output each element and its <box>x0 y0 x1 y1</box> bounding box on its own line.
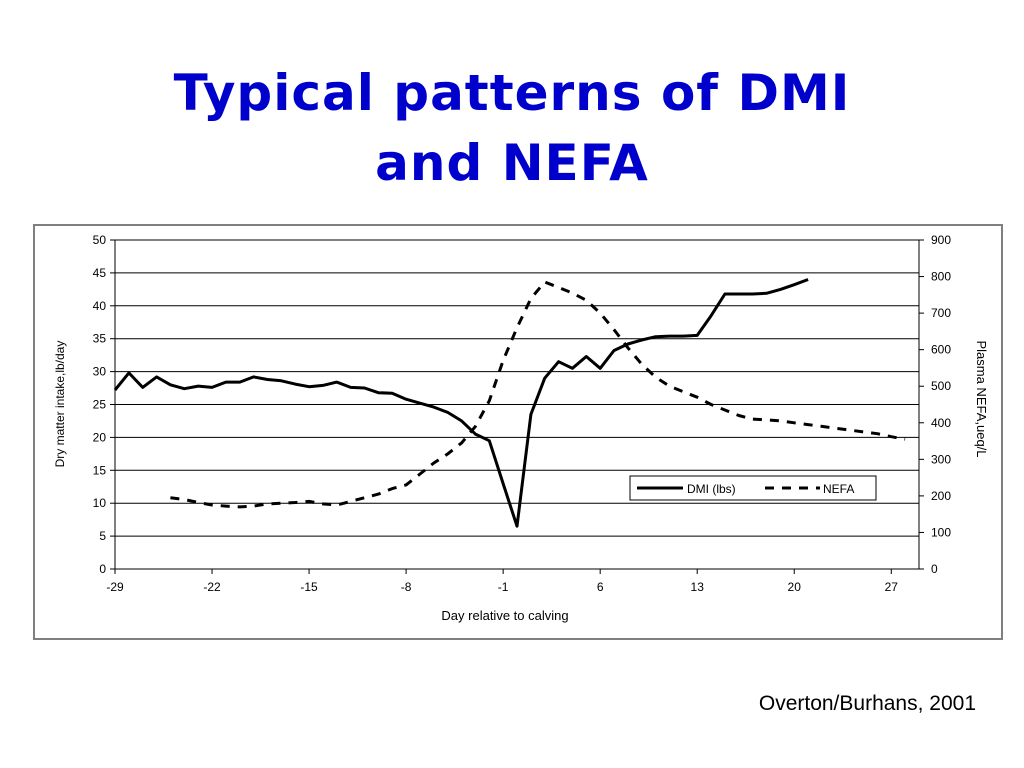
nefa-series-line <box>170 280 906 509</box>
y-tick-label: 50 <box>93 233 107 247</box>
y-tick-label: 5 <box>99 529 106 543</box>
y2-tick-label: 100 <box>931 525 951 539</box>
x-tick-label: -8 <box>401 580 412 594</box>
y2-tick-label: 600 <box>931 343 951 357</box>
legend-nefa-label: NEFA <box>823 482 854 496</box>
x-axis-label: Day relative to calving <box>441 608 568 623</box>
x-tick-label: 20 <box>788 580 802 594</box>
y2-tick-label: 400 <box>931 416 951 430</box>
x-tick-label: -29 <box>106 580 124 594</box>
y2-tick-label: 200 <box>931 489 951 503</box>
dmi-nefa-chart: 0510152025303540455001002003004005006007… <box>53 233 989 623</box>
chart-frame: 0 5 10 15 20 25 30 35 40 45 50 0 100 200 300 400 500 600 7… <box>33 224 1003 640</box>
legend-dmi-label: DMI (lbs) <box>687 482 736 496</box>
y-tick-label: 15 <box>93 463 107 477</box>
y-tick-label: 10 <box>93 496 107 510</box>
y-tick-label: 30 <box>93 365 107 379</box>
y2-tick-label: 800 <box>931 270 951 284</box>
y2-tick-label: 0 <box>931 562 938 576</box>
y-tick-label: 35 <box>93 332 107 346</box>
axes-layer: 0510152025303540455001002003004005006007… <box>93 233 952 594</box>
source-credit: Overton/Burhans, 2001 <box>758 692 976 715</box>
y2-tick-label: 300 <box>931 452 951 466</box>
slide-title: Typical patterns of DMI and NEFA <box>0 58 1024 198</box>
y-tick-label: 45 <box>93 266 107 280</box>
x-tick-label: -15 <box>300 580 318 594</box>
y2-axis-label: Plasma NEFA,ueq/L <box>974 340 989 457</box>
x-tick-label: -22 <box>203 580 221 594</box>
x-tick-label: -1 <box>498 580 509 594</box>
x-tick-label: 27 <box>885 580 899 594</box>
y-tick-label: 25 <box>93 398 107 412</box>
y-tick-label: 20 <box>93 430 107 444</box>
y2-tick-label: 700 <box>931 306 951 320</box>
y2-tick-label: 500 <box>931 379 951 393</box>
y-tick-label: 0 <box>99 562 106 576</box>
x-tick-label: 13 <box>691 580 705 594</box>
series-layer <box>113 278 906 528</box>
y-axis-label: Dry matter intake,lb/day <box>53 341 67 468</box>
dmi-series-line <box>113 278 809 528</box>
chart-legend: DMI (lbs) NEFA <box>629 475 877 501</box>
grid-layer <box>115 239 919 537</box>
y-tick-label: 40 <box>93 299 107 313</box>
y2-tick-label: 900 <box>931 233 951 247</box>
slide-title-line-2: and NEFA <box>375 134 649 192</box>
x-tick-label: 6 <box>597 580 604 594</box>
slide-title-line-1: Typical patterns of DMI <box>173 64 851 122</box>
